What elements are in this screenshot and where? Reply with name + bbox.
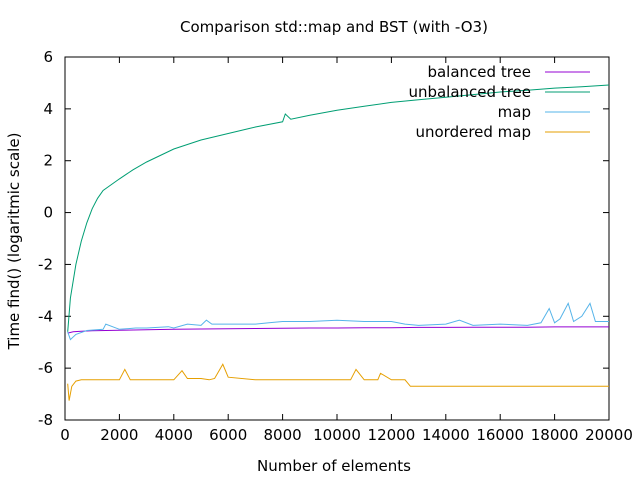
y-tick-label: 4	[43, 100, 53, 118]
x-tick-label: 4000	[155, 426, 193, 444]
x-tick-label: 0	[60, 426, 70, 444]
axis-ticks: 0 2000 4000 6000 8000 10000 12000 14000 16000 180…	[38, 48, 633, 444]
y-tick-label: -8	[38, 411, 53, 429]
x-axis-label: Number of elements	[257, 457, 411, 475]
y-tick-label: 2	[43, 152, 53, 170]
x-tick-label: 18000	[531, 426, 579, 444]
legend-label: balanced tree	[427, 63, 531, 81]
legend-label: unbalanced tree	[408, 83, 531, 101]
series-line-unordered-map	[67, 363, 609, 401]
chart-title: Comparison std::map and BST (with -O3)	[180, 18, 488, 36]
y-tick-label: -4	[38, 307, 53, 325]
legend-label: unordered map	[415, 123, 531, 141]
series-line-unbalanced-tree	[67, 84, 610, 332]
y-axis-label: Time find() (logaritmic scale)	[5, 133, 23, 351]
x-tick-label: 14000	[422, 426, 470, 444]
x-tick-label: 8000	[264, 426, 302, 444]
legend-label: map	[498, 103, 531, 121]
x-tick-label: 12000	[368, 426, 416, 444]
series-line-balanced-tree	[67, 326, 609, 334]
series-line-map	[67, 301, 609, 341]
y-tick-label: -2	[38, 255, 53, 273]
series-layer	[67, 84, 610, 401]
x-tick-label: 20000	[585, 426, 633, 444]
y-tick-label: -6	[38, 359, 53, 377]
x-tick-label: 6000	[209, 426, 247, 444]
y-tick-label: 0	[43, 204, 53, 222]
x-tick-label: 2000	[100, 426, 138, 444]
y-tick-label: 6	[43, 48, 53, 66]
legend: balanced tree unbalanced tree map unordered…	[408, 63, 590, 141]
x-tick-label: 10000	[313, 426, 361, 444]
x-tick-label: 16000	[476, 426, 524, 444]
